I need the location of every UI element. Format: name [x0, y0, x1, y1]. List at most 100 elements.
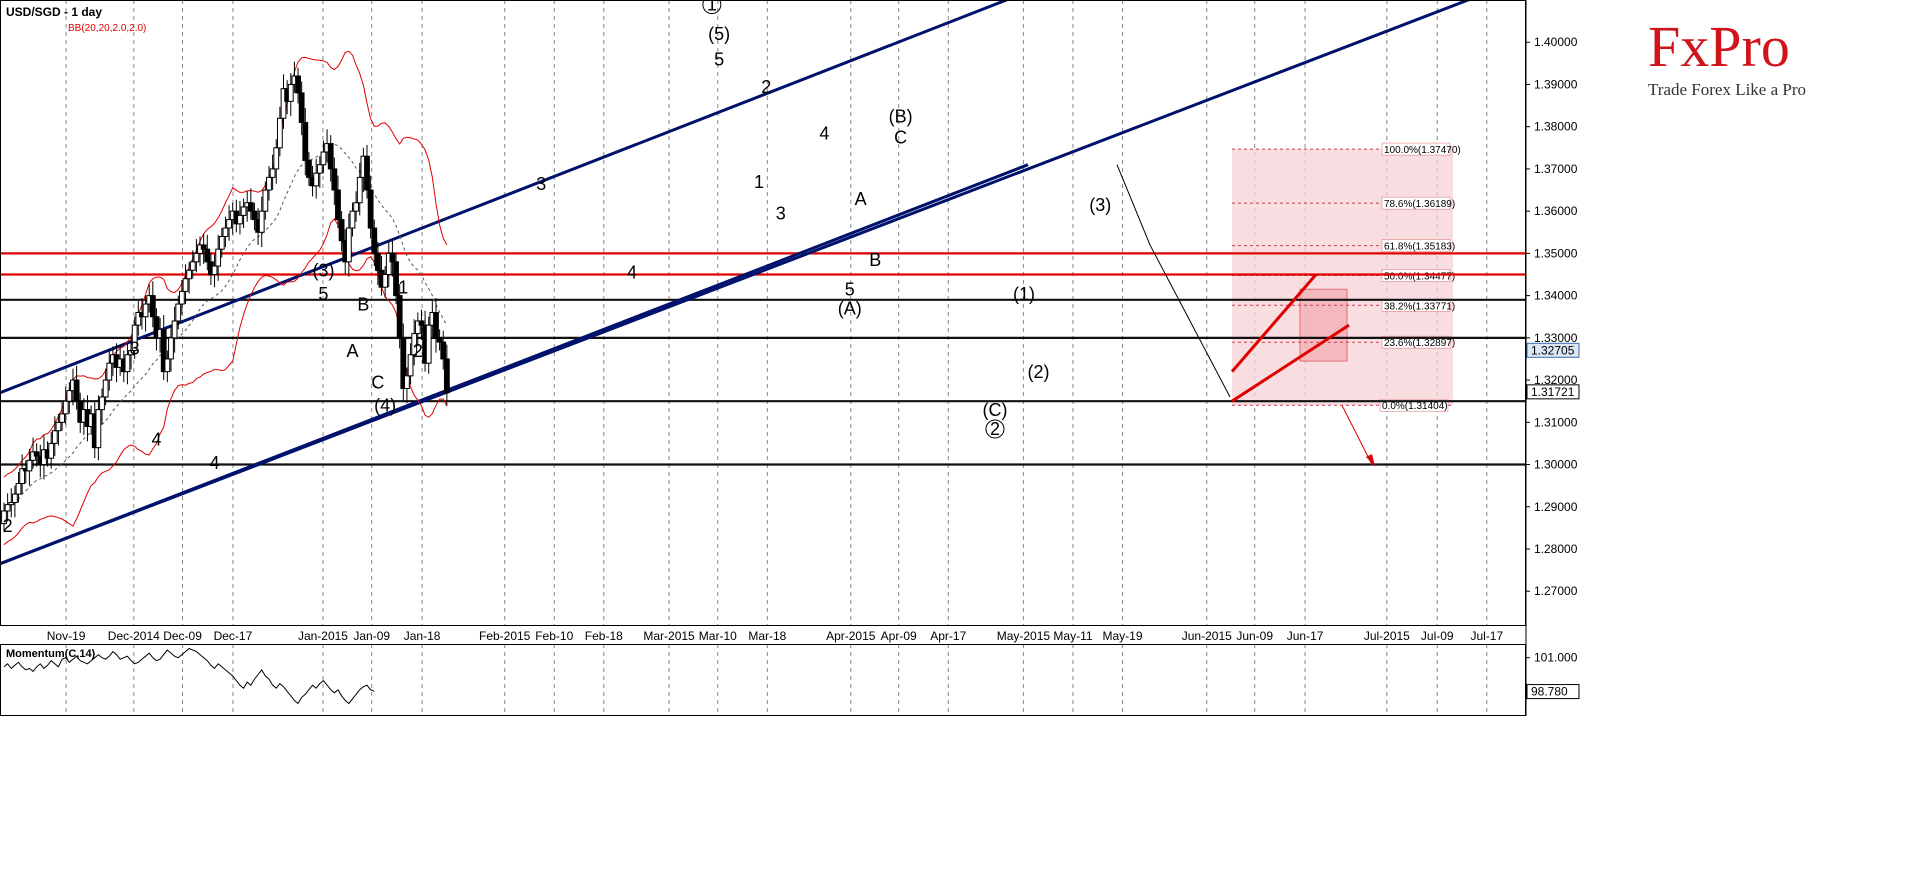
bullish-candle: [407, 354, 414, 377]
fib-label-box: [1381, 142, 1451, 156]
bearish-candle: [440, 341, 447, 360]
bullish-candle: [59, 413, 65, 423]
bullish-candle: [266, 176, 272, 191]
bullish-candle: [287, 83, 294, 102]
bullish-candle: [280, 88, 287, 119]
wave-label: 3: [776, 204, 786, 224]
projection-arrow-line: [1341, 405, 1373, 465]
wave-label: 2: [413, 341, 423, 361]
y-tick-label: 1.31000: [1534, 415, 1578, 429]
bullish-candle: [186, 269, 193, 280]
y-tick-label: 1.35000: [1534, 246, 1578, 260]
wave-label: 2: [761, 77, 771, 97]
fxpro-logo: FxPro: [1648, 14, 1790, 79]
fib-label-box: [1381, 239, 1451, 252]
bearish-candle: [33, 451, 40, 457]
x-tick-label: May-2015: [997, 629, 1051, 643]
circled-wave-marker: [985, 419, 1005, 439]
bullish-candle: [106, 362, 113, 381]
bearish-candle: [443, 358, 450, 394]
candlesticks: [1, 61, 450, 533]
y-tick-label: 1.33000: [1534, 331, 1578, 345]
bullish-candle: [425, 324, 432, 364]
bullish-candle: [66, 390, 73, 402]
marker-price-tag: [1526, 384, 1580, 400]
bullish-candle: [193, 252, 200, 263]
y-tick-label: 1.38000: [1534, 120, 1578, 134]
trend-channel: [0, 0, 1473, 566]
bullish-candle: [226, 219, 232, 229]
bullish-candle: [182, 278, 189, 292]
x-tick-label: Jul-2015: [1364, 629, 1410, 643]
x-tick-label: Dec-09: [163, 629, 202, 643]
target-box: [1299, 288, 1348, 362]
bullish-candle: [168, 337, 174, 360]
wave-label: 5: [845, 280, 855, 300]
bullish-candle: [411, 333, 418, 356]
bullish-candle: [19, 468, 26, 485]
x-tick-label: Jul-09: [1421, 629, 1454, 643]
grid-layer: [65, 0, 1488, 715]
wave-c-line: [1116, 164, 1231, 398]
circled-wave-marker: [702, 0, 722, 15]
x-tick-label: May-19: [1103, 629, 1143, 643]
wave-label: A: [855, 189, 867, 209]
indicator-label: BB(20,20,2.0,2.0): [68, 23, 146, 34]
bearish-candle: [153, 316, 160, 339]
y-tick-label: 1.37000: [1534, 162, 1578, 176]
bullish-candle: [128, 350, 134, 356]
bearish-candle: [396, 295, 403, 339]
wave-label: 4: [151, 430, 161, 450]
channel-lower-line: [0, 163, 1029, 566]
bullish-candle: [222, 227, 229, 237]
bearish-candle: [371, 227, 378, 254]
bullish-candle: [26, 459, 33, 472]
fib-label: 23.6%(1.32897): [1384, 338, 1455, 349]
wave-label: 5: [318, 284, 328, 304]
x-tick-label: Apr-2015: [826, 629, 876, 643]
bullish-candle: [1, 510, 7, 525]
bearish-candle: [436, 337, 443, 343]
bullish-candle: [211, 265, 218, 275]
flag-upper-line: [1230, 273, 1318, 373]
wave-label: 1: [754, 172, 764, 192]
bullish-candle: [313, 172, 320, 187]
bearish-candle: [302, 121, 309, 161]
bullish-candle: [102, 379, 109, 398]
bearish-candle: [331, 168, 338, 191]
wave-label: 5: [714, 49, 724, 69]
bullish-candle: [404, 375, 410, 390]
bb-upper-band: [3, 50, 448, 478]
bullish-candle: [175, 303, 182, 322]
wave-label: B: [869, 250, 881, 270]
bearish-candle: [418, 320, 425, 326]
x-tick-label: Mar-18: [748, 629, 786, 643]
flag-lower-line: [1231, 323, 1350, 403]
x-tick-label: Jun-17: [1287, 629, 1324, 643]
y-tick-label: 1.32000: [1534, 373, 1578, 387]
bearish-candle: [389, 252, 396, 263]
momentum-frame: [0, 644, 1526, 716]
momentum-value-label: 98.780: [1531, 685, 1568, 699]
bullish-candle: [385, 252, 392, 275]
bearish-candle: [433, 312, 439, 339]
bearish-candle: [160, 328, 167, 373]
bearish-candle: [204, 248, 211, 263]
wave-label: C: [371, 373, 384, 393]
bearish-candle: [400, 337, 407, 390]
x-tick-label: Jan-09: [353, 629, 390, 643]
fib-label-box: [1381, 196, 1451, 210]
bullish-candle: [99, 396, 105, 411]
bullish-candle: [262, 189, 269, 212]
bullish-candle: [189, 261, 196, 271]
bullish-candle: [95, 409, 102, 449]
bullish-candle: [258, 210, 265, 233]
x-tick-label: May-11: [1053, 629, 1092, 643]
bb-lower-band: [3, 218, 448, 546]
bullish-candle: [269, 168, 276, 178]
bullish-candle: [353, 202, 360, 212]
fib-label: 0.0%(1.31404): [1382, 401, 1448, 412]
bearish-candle: [251, 210, 258, 221]
x-tick-label: Jun-09: [1236, 629, 1273, 643]
bullish-candle: [135, 312, 142, 326]
